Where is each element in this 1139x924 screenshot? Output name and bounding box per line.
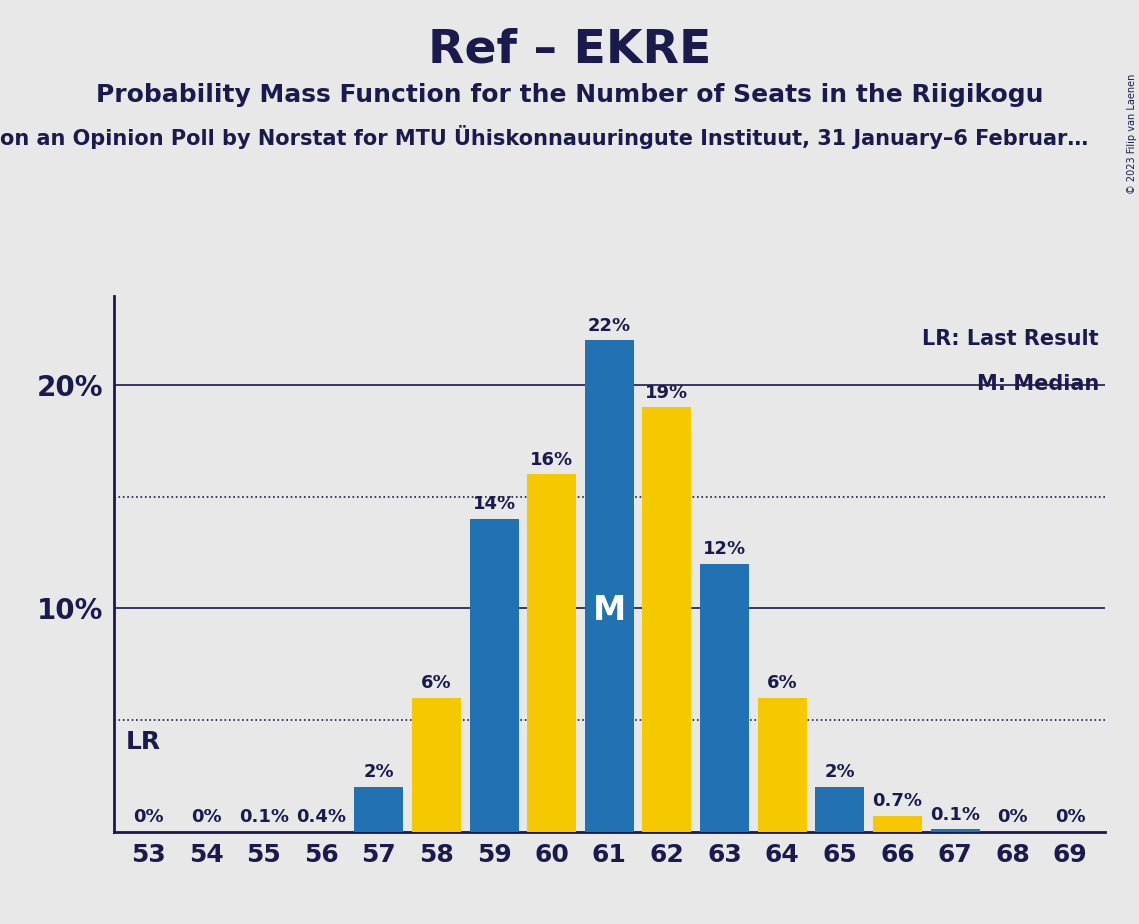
Text: on an Opinion Poll by Norstat for MTU Ühiskonnauuringute Instituut, 31 January–6: on an Opinion Poll by Norstat for MTU Üh… [0, 125, 1088, 149]
Text: 0%: 0% [998, 808, 1029, 826]
Text: 22%: 22% [588, 317, 631, 334]
Text: 6%: 6% [421, 674, 452, 692]
Text: © 2023 Filip van Laenen: © 2023 Filip van Laenen [1126, 74, 1137, 194]
Bar [642, 407, 691, 832]
Text: M: Median: M: Median [977, 374, 1099, 394]
Text: 0%: 0% [1055, 808, 1085, 826]
Text: 0%: 0% [133, 808, 164, 826]
Bar [931, 830, 980, 832]
Text: LR: Last Result: LR: Last Result [923, 329, 1099, 349]
Text: M: M [592, 594, 626, 627]
Bar [816, 787, 865, 832]
Text: 19%: 19% [646, 383, 689, 402]
Text: 16%: 16% [530, 451, 573, 468]
Bar [412, 698, 461, 832]
Bar [354, 787, 403, 832]
Bar [700, 564, 749, 832]
Text: 0.4%: 0.4% [296, 808, 346, 826]
Text: 14%: 14% [473, 495, 516, 514]
Bar [585, 340, 633, 832]
Text: Ref – EKRE: Ref – EKRE [428, 28, 711, 73]
Text: 0%: 0% [190, 808, 221, 826]
Text: Probability Mass Function for the Number of Seats in the Riigikogu: Probability Mass Function for the Number… [96, 83, 1043, 107]
Bar [469, 519, 518, 832]
Text: 6%: 6% [767, 674, 797, 692]
Text: 0.1%: 0.1% [931, 806, 980, 824]
Text: 12%: 12% [703, 540, 746, 558]
Text: 2%: 2% [825, 763, 855, 782]
Bar [872, 816, 921, 832]
Text: LR: LR [125, 730, 161, 754]
Bar [527, 474, 576, 832]
Text: 2%: 2% [363, 763, 394, 782]
Text: 0.1%: 0.1% [239, 808, 288, 826]
Bar [757, 698, 806, 832]
Text: 0.7%: 0.7% [872, 793, 923, 810]
